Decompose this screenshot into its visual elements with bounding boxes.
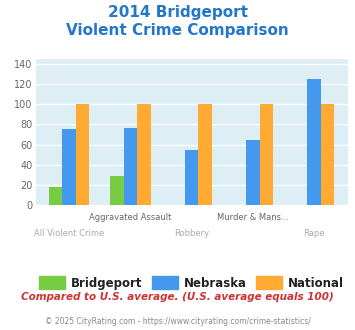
Text: Aggravated Assault: Aggravated Assault [89,213,171,222]
Text: Robbery: Robbery [174,229,209,238]
Bar [137,105,151,205]
Bar [307,80,321,205]
Bar [124,128,137,205]
Text: Compared to U.S. average. (U.S. average equals 100): Compared to U.S. average. (U.S. average … [21,292,334,302]
Text: 2014 Bridgeport: 2014 Bridgeport [108,5,247,20]
Bar [260,105,273,205]
Bar [198,105,212,205]
Bar [49,186,62,205]
Bar [62,129,76,205]
Legend: Bridgeport, Nebraska, National: Bridgeport, Nebraska, National [34,272,349,294]
Text: Violent Crime Comparison: Violent Crime Comparison [66,23,289,38]
Text: Murder & Mans...: Murder & Mans... [217,213,289,222]
Bar [185,149,198,205]
Text: Rape: Rape [304,229,325,238]
Text: © 2025 CityRating.com - https://www.cityrating.com/crime-statistics/: © 2025 CityRating.com - https://www.city… [45,317,310,326]
Bar [110,176,124,205]
Bar [246,140,260,205]
Text: All Violent Crime: All Violent Crime [34,229,104,238]
Bar [76,105,89,205]
Bar [321,105,334,205]
